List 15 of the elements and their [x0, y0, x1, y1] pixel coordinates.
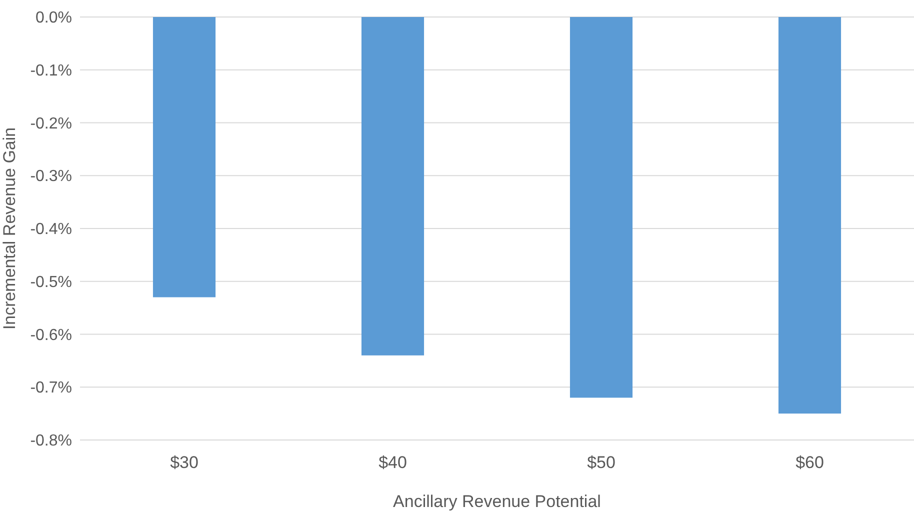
y-tick-label: -0.3%	[30, 168, 72, 186]
x-axis-title: Ancillary Revenue Potential	[393, 492, 601, 511]
y-axis-title: Incremental Revenue Gain	[0, 127, 19, 330]
y-tick-label: -0.2%	[30, 115, 72, 132]
x-tick-label: $50	[587, 453, 616, 472]
x-tick-label: $40	[378, 453, 407, 472]
y-tick-label: -0.7%	[30, 380, 72, 397]
y-tick-label: -0.4%	[30, 221, 72, 238]
y-tick-label: -0.1%	[30, 62, 72, 80]
y-tick-label: -0.6%	[30, 326, 72, 344]
x-tick-label: $60	[796, 453, 824, 472]
y-tick-label: -0.8%	[30, 432, 72, 450]
y-tick-label: 0.0%	[36, 10, 72, 27]
x-tick-label: $30	[170, 453, 198, 472]
y-tick-label: -0.5%	[30, 274, 72, 291]
